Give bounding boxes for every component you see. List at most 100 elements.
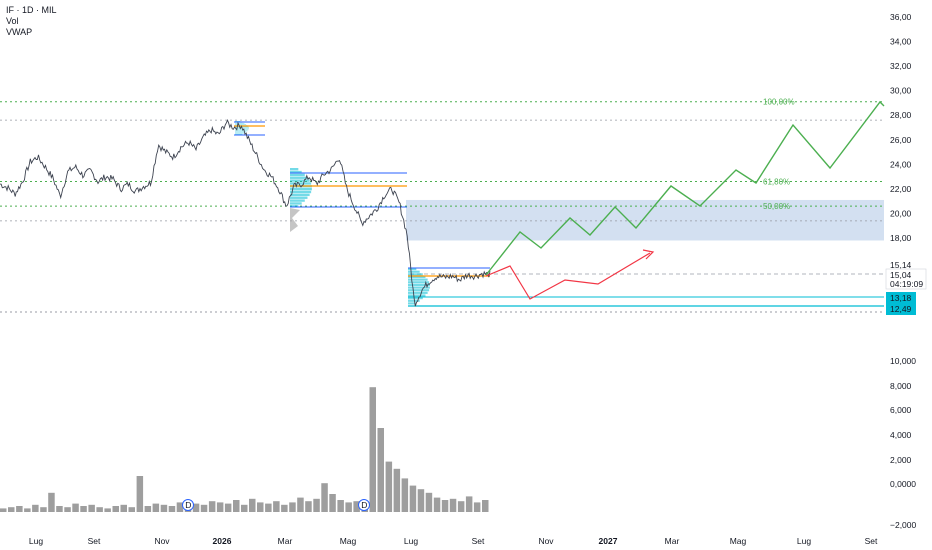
volume-bar (457, 501, 465, 512)
volume-bar (144, 506, 152, 512)
profile-bar (408, 289, 430, 292)
volume-bar (297, 497, 304, 512)
time-tick-label: Nov (538, 536, 554, 546)
profile-bar (408, 294, 426, 297)
profile-bar (290, 205, 299, 208)
profile-bar (290, 188, 312, 191)
volume-tick-label: −2,000 (890, 520, 917, 530)
level-tag-1: 13,18 (890, 293, 912, 303)
profile-bar (290, 199, 305, 202)
volume-bar (152, 503, 160, 512)
price-tick-label: 26,00 (890, 135, 912, 145)
volume-bar (281, 504, 288, 512)
profile-bar (235, 123, 245, 124)
profile-bar (290, 196, 308, 199)
volume-bar (425, 492, 433, 512)
time-tick-label: Set (865, 536, 878, 546)
profile-bar (235, 121, 241, 122)
time-tick-label: Nov (154, 536, 170, 546)
legend-vwap[interactable]: VWAP (6, 27, 33, 37)
current-price-box (885, 268, 927, 290)
volume-bar (289, 502, 296, 512)
volume-bar (168, 506, 176, 512)
volume-bar (345, 502, 352, 512)
volume-bar (409, 485, 417, 512)
volume-tick-label: 6,000 (890, 405, 912, 415)
volume-profile-2 (290, 168, 312, 208)
legend-volume[interactable]: Vol (6, 16, 19, 26)
volume-bar (465, 496, 473, 512)
profile-bar (290, 173, 305, 177)
volume-bar (160, 504, 168, 512)
volume-bar (329, 494, 336, 512)
volume-tick-label: 4,000 (890, 430, 912, 440)
target-zone (406, 199, 884, 241)
profile-bar (408, 302, 417, 305)
profile-bar (235, 129, 249, 131)
volume-bar (64, 507, 71, 512)
price-tick-label: 22,00 (890, 184, 912, 194)
time-tick-label: Lug (404, 536, 418, 546)
profile-bar (290, 176, 308, 179)
volume-bar (0, 508, 7, 512)
dividend-marker (182, 499, 194, 511)
volume-bar (192, 503, 200, 512)
fib-level-label: 50,00% (763, 202, 790, 211)
price-tag-bg (886, 259, 916, 271)
bearish-projection-path (485, 252, 651, 300)
volume-bar (72, 503, 79, 512)
legend-symbol[interactable]: IF · 1D · MIL (6, 5, 57, 15)
profile-bar (408, 273, 423, 276)
dividend-marker-label: D (361, 500, 367, 510)
volume-bar (441, 500, 449, 512)
profile-bar (290, 179, 310, 182)
profile-bar (408, 281, 430, 284)
volume-bar (273, 501, 280, 512)
level-tag-2: 12,49 (890, 304, 912, 314)
time-tick-label: Mar (665, 536, 680, 546)
volume-bar (305, 501, 312, 512)
volume-bar (120, 504, 127, 512)
profile-bar (235, 124, 247, 125)
volume-bar (16, 506, 23, 512)
profile-bar (408, 297, 423, 300)
price-tick-label: 30,00 (890, 86, 912, 96)
profile-bar (235, 133, 243, 135)
profile-bar (408, 270, 420, 273)
bearish-arrow-head (642, 249, 655, 260)
volume-bar (88, 504, 95, 512)
profile-bar (290, 202, 302, 205)
current-price-label: 15,04 (890, 270, 912, 280)
volume-bar (224, 503, 232, 512)
volume-bar (377, 428, 384, 512)
price-tick-label: 32,00 (890, 61, 912, 71)
time-tick-label: Mag (730, 536, 747, 546)
volume-bar (96, 507, 103, 512)
volume-bar (56, 506, 63, 512)
volume-profile-tail (290, 208, 300, 232)
price-tick-label: 18,00 (890, 233, 912, 243)
level-tag-1-bg (886, 292, 916, 304)
price-tick-label: 34,00 (890, 37, 912, 47)
countdown-label: 04:19:09 (890, 279, 923, 289)
volume-bar (48, 492, 55, 512)
profile-bar (408, 283, 430, 286)
profile-bar (235, 130, 248, 132)
bullish-projection-path (485, 100, 885, 276)
profile-bar (408, 286, 430, 289)
volume-bar (128, 507, 135, 512)
profile-bar (408, 278, 428, 281)
profile-bar (290, 170, 302, 174)
volume-bar (337, 500, 344, 512)
volume-tick-label: 0 (890, 0, 895, 2)
volume-bar (473, 502, 481, 512)
time-tick-label: Mar (278, 536, 293, 546)
volume-bar (385, 461, 393, 512)
profile-bar (408, 268, 417, 271)
time-tick-label: 2027 (599, 536, 618, 546)
volume-tick-label: 2,000 (890, 455, 912, 465)
volume-bar (482, 500, 489, 512)
time-tick-label: Mag (340, 536, 357, 546)
